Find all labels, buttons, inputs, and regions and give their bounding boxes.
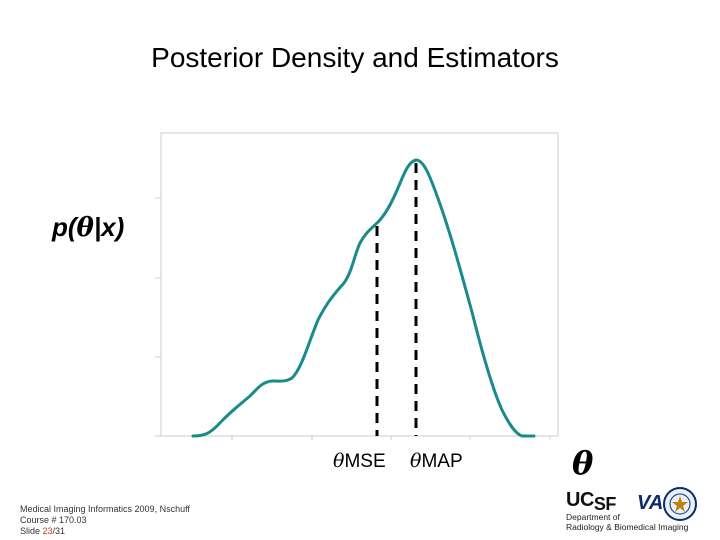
x-axis-label: θ <box>572 444 594 482</box>
map-estimator-label: θMAP <box>410 450 463 472</box>
theta-symbol: θ <box>76 213 94 243</box>
slide-footer: Medical Imaging Informatics 2009, Nschuf… <box>20 504 190 537</box>
footer-course-number: Course # 170.03 <box>20 515 87 525</box>
va-logo: VA <box>637 492 664 514</box>
mse-estimator-label: θMSE <box>333 450 386 472</box>
plot-frame <box>160 132 559 437</box>
posterior-density-curve <box>191 158 536 438</box>
va-seal-icon <box>663 487 697 521</box>
footer-slide-number: Slide 23/31 <box>20 526 66 536</box>
y-axis-label: p(θ|x) <box>52 212 125 243</box>
department-label: Department of Radiology & Biomedical Ima… <box>566 512 689 532</box>
slide-title: Posterior Density and Estimators <box>151 42 559 73</box>
footer-course-title: Medical Imaging Informatics 2009, Nschuf… <box>20 504 190 514</box>
ucsf-logo: UCSF <box>566 489 616 514</box>
